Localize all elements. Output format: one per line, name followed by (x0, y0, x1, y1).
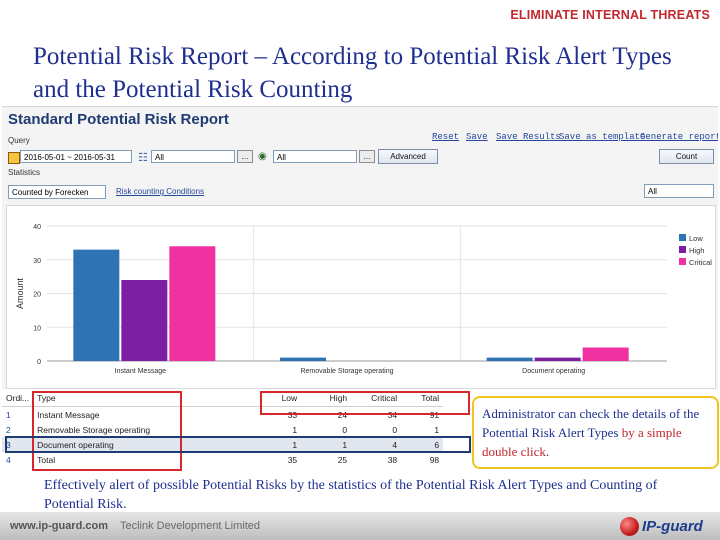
bar-low (280, 357, 326, 361)
advanced-button[interactable]: Advanced (378, 149, 438, 164)
user-select[interactable]: All (273, 150, 357, 163)
cell-critical: 38 (387, 454, 398, 465)
x-tick-label: Instant Message (115, 368, 166, 375)
cell-low: 1 (292, 424, 298, 435)
legend-swatch (679, 258, 686, 265)
x-tick-label: Removable Storage operating (300, 368, 393, 375)
bar-critical (582, 347, 629, 361)
y-tick-label: 40 (33, 224, 41, 231)
cell-type: Removable Storage operating (37, 424, 151, 435)
header-highlight (260, 391, 470, 415)
report-title: Standard Potential Risk Report (8, 111, 229, 128)
legend-swatch (679, 246, 686, 253)
legend-label: Critical (689, 258, 712, 267)
user-browse-button[interactable]: ... (359, 150, 375, 163)
footer-bar: www.ip-guard.com Teclink Development Lim… (0, 512, 720, 540)
statistics-label: Statistics (8, 168, 41, 177)
cell-type: Instant Message (37, 409, 100, 420)
cell-total: 98 (429, 454, 440, 465)
cell-low: 1 (251, 437, 302, 452)
header-ordinal[interactable]: Ordi... (2, 389, 34, 407)
bar-low (486, 357, 533, 361)
cell-high: 0 (342, 424, 348, 435)
cell-high: 25 (337, 454, 348, 465)
legend-swatch (679, 234, 686, 241)
callout-emphasis: by a simple double click (482, 425, 682, 459)
y-tick-label: 10 (33, 325, 41, 332)
bar-critical (169, 246, 216, 361)
y-tick-label: 20 (33, 292, 41, 299)
bar-chart: 0 10 20 30 40 Amount Instant Message Removable … (15, 224, 712, 375)
header-low[interactable]: Low (251, 389, 302, 407)
cell-critical: 4 (351, 437, 402, 452)
cell-ordinal: 4 (6, 454, 11, 465)
y-axis-label: Amount (15, 277, 25, 309)
bar-low (73, 249, 120, 361)
date-range-field[interactable]: 2016-05-01 ~ 2016-05-31 (20, 150, 132, 163)
reset-link[interactable]: Reset (432, 132, 460, 142)
legend-label: High (689, 246, 704, 255)
user-group-icon: ◉ (258, 151, 267, 162)
callout-period: . (545, 444, 550, 459)
results-table: Ordi... Type Low High Critical Total 1 I… (2, 389, 444, 467)
header-total[interactable]: Total (401, 389, 444, 407)
type-column-highlight (32, 391, 182, 471)
footer-url: www.ip-guard.com (10, 520, 108, 532)
table-row-selected[interactable]: 3 Document operating 1 1 4 6 (2, 437, 444, 452)
cell-ordinal: 2 (6, 424, 11, 435)
bar-high (534, 357, 581, 361)
logo-ball-icon (620, 517, 639, 536)
cell-ordinal: 3 (2, 437, 34, 452)
calendar-icon[interactable] (8, 152, 20, 164)
slide-title: Potential Risk Report – According to Pot… (33, 43, 672, 103)
logo-text: IP-guard (642, 518, 703, 535)
cell-type: Total (37, 454, 56, 465)
legend-label: Low (689, 234, 703, 243)
cell-type: Document operating (33, 437, 252, 452)
header-high[interactable]: High (301, 389, 352, 407)
cell-ordinal: 1 (6, 409, 11, 420)
cell-total: 1 (434, 424, 440, 435)
filter-select[interactable]: All (644, 184, 714, 198)
computer-tree-icon: ☷ (138, 152, 148, 164)
header-type[interactable]: Type (33, 389, 252, 407)
table-row[interactable]: 4 Total 35 25 38 98 (2, 452, 443, 467)
count-button[interactable]: Count (659, 149, 714, 164)
callout-box: Administrator can check the details of t… (472, 396, 719, 469)
cell-low: 35 (287, 454, 298, 465)
bar-high (121, 280, 168, 361)
save-as-template-link[interactable]: Save as template (559, 132, 646, 142)
chart-panel: 0 10 20 30 40 Amount Instant Message Removable … (6, 205, 716, 389)
header-critical[interactable]: Critical (351, 389, 402, 407)
query-label: Query (8, 136, 30, 145)
tagline-banner: ELIMINATE INTERNAL THREATS (510, 8, 710, 22)
ipguard-logo: IP-guard (620, 516, 712, 538)
summary-text: Effectively alert of possible Potential … (44, 478, 658, 512)
table-header-row: Ordi... Type Low High Critical Total (2, 389, 444, 407)
save-results-link[interactable]: Save Results (496, 132, 561, 142)
save-link[interactable]: Save (466, 132, 488, 142)
computer-select[interactable]: All (151, 150, 235, 163)
risk-counting-conditions-link[interactable]: Risk counting Conditions (116, 187, 205, 196)
callout-text: Administrator can check the details of t… (482, 406, 700, 440)
generate-report-link[interactable]: Generate report (640, 132, 718, 142)
counted-by-select[interactable]: Counted by Forecken (8, 185, 106, 199)
computer-browse-button[interactable]: ... (237, 150, 253, 163)
x-tick-label: Document operating (522, 368, 585, 375)
cell-total: 6 (401, 437, 444, 452)
footer-company: Teclink Development Limited (120, 520, 261, 532)
y-tick-label: 30 (33, 258, 41, 265)
table-row[interactable]: 2 Removable Storage operating 1 0 0 1 (2, 422, 443, 437)
y-tick-label: 0 (37, 359, 41, 366)
cell-critical: 0 (392, 424, 398, 435)
selected-row-highlight (5, 436, 471, 453)
cell-high: 1 (301, 437, 352, 452)
